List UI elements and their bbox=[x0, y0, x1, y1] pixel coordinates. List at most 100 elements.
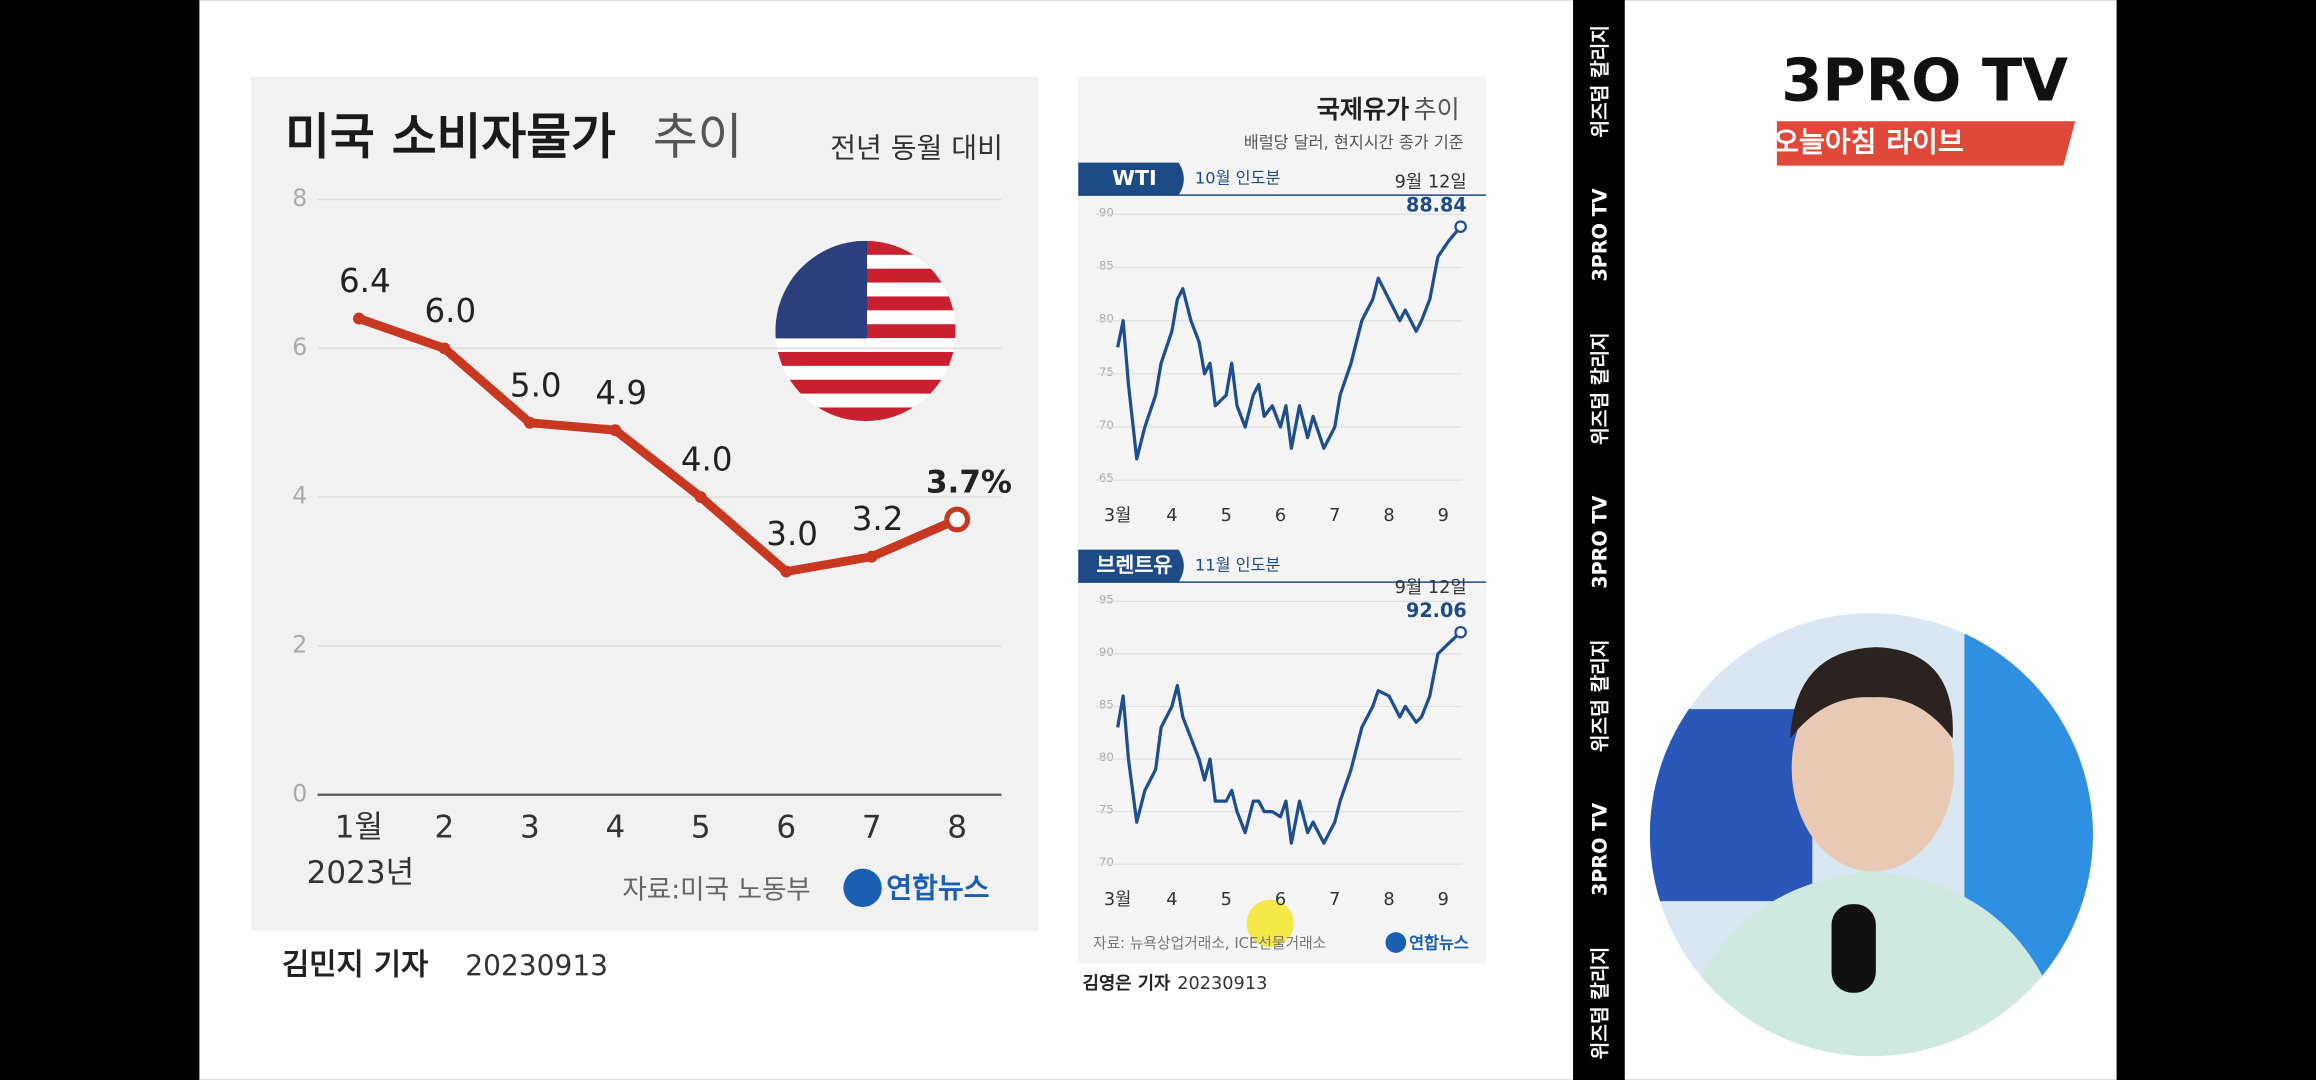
value-label: 6.0 bbox=[424, 292, 476, 330]
program-name: 오늘아침 라이브 bbox=[1773, 125, 1963, 158]
series-tab bbox=[1078, 162, 1184, 196]
source: 자료: 뉴욕상업거래소, ICE선물거래소 bbox=[1093, 935, 1326, 952]
x-tick-label: 3월 bbox=[1104, 889, 1132, 910]
x-tick-label: 2 bbox=[435, 809, 455, 845]
source: 자료:미국 노동부 bbox=[622, 874, 811, 905]
point bbox=[780, 565, 793, 578]
value-label: 3.7% bbox=[926, 465, 1012, 501]
point bbox=[865, 550, 878, 563]
y-tick-label: 75 bbox=[1099, 365, 1114, 379]
value-label: 4.9 bbox=[595, 374, 647, 412]
side-banner-text: 위즈덤 칼리지 bbox=[1589, 947, 1612, 1060]
value-label: 6.4 bbox=[339, 262, 391, 300]
x-tick-label: 7 bbox=[1329, 506, 1340, 526]
y-tick-label: 95 bbox=[1099, 592, 1114, 606]
end-date: 9월 12일 bbox=[1395, 171, 1467, 192]
y-tick-label: 70 bbox=[1099, 855, 1114, 869]
y-tick-label: 4 bbox=[292, 482, 307, 510]
reporter: 김민지 기자 bbox=[282, 948, 428, 982]
camera-view bbox=[1649, 613, 2093, 1057]
x-tick-label: 9 bbox=[1438, 506, 1449, 526]
channel-logo: 3PRO TV bbox=[1781, 45, 2068, 114]
side-banner-text: 3PRO TV bbox=[1589, 496, 1612, 589]
x-tick-label: 6 bbox=[776, 809, 796, 845]
end-value-label: 88.84 bbox=[1406, 193, 1467, 216]
x-tick-label: 4 bbox=[1166, 890, 1177, 910]
side-banner-text: 3PRO TV bbox=[1589, 188, 1612, 281]
chart-subtitle: 배럴당 달러, 현지시간 종가 기준 bbox=[1244, 133, 1464, 152]
x-tick-label: 6 bbox=[1275, 890, 1286, 910]
y-tick-label: 75 bbox=[1099, 803, 1114, 817]
cursor-highlight bbox=[1246, 899, 1294, 947]
point bbox=[438, 342, 451, 355]
y-tick-label: 85 bbox=[1099, 259, 1114, 273]
logo: 연합뉴스 bbox=[1409, 933, 1469, 952]
y-tick-label: 8 bbox=[292, 184, 307, 212]
cpi-panel bbox=[251, 76, 1039, 931]
y-tick-label: 90 bbox=[1099, 645, 1114, 659]
side-strip bbox=[1577, 0, 1622, 1080]
price-line bbox=[1116, 630, 1462, 845]
side-banner-text: 위즈덤 칼리지 bbox=[1589, 25, 1612, 138]
value-label: 5.0 bbox=[510, 366, 562, 404]
x-tick-label: 8 bbox=[1383, 506, 1394, 526]
x-tick-label: 3월 bbox=[1104, 505, 1132, 526]
y-tick-label: 80 bbox=[1099, 312, 1114, 326]
series-label: 브렌트유 bbox=[1096, 553, 1172, 577]
value-label: 3.0 bbox=[766, 515, 818, 553]
end-marker bbox=[1454, 220, 1467, 233]
y-tick-label: 0 bbox=[292, 779, 307, 807]
point bbox=[353, 312, 365, 325]
chart-title: 국제유가 bbox=[1317, 95, 1409, 124]
x-tick-label: 5 bbox=[1221, 506, 1232, 526]
x-tick-label: 8 bbox=[947, 809, 967, 845]
logo-icon bbox=[843, 868, 882, 908]
program-banner bbox=[1776, 121, 2076, 166]
x-tick-label: 7 bbox=[862, 809, 882, 845]
point bbox=[694, 491, 707, 504]
end-marker bbox=[944, 506, 971, 533]
y-tick-label: 70 bbox=[1099, 418, 1114, 432]
series-tab bbox=[1078, 549, 1184, 583]
y-tick-label: 65 bbox=[1099, 471, 1114, 485]
date: 20230913 bbox=[465, 950, 608, 983]
end-marker bbox=[1454, 625, 1467, 639]
side-banner-text: 위즈덤 칼리지 bbox=[1589, 332, 1612, 445]
contract: 11월 인도분 bbox=[1195, 555, 1281, 574]
y-tick-label: 90 bbox=[1099, 205, 1114, 219]
x-tick-label: 5 bbox=[691, 809, 711, 845]
price-line bbox=[1116, 225, 1462, 461]
cpi-line bbox=[357, 314, 959, 577]
y-tick-label: 85 bbox=[1099, 697, 1114, 711]
point bbox=[609, 424, 622, 437]
x-tick-label: 3 bbox=[520, 809, 540, 845]
x-tick-label: 4 bbox=[605, 809, 625, 845]
y-tick-label: 80 bbox=[1099, 750, 1114, 764]
date: 20230913 bbox=[1177, 974, 1267, 994]
x-tick-label: 8 bbox=[1383, 890, 1394, 910]
x-tick-label: 9 bbox=[1438, 890, 1449, 910]
value-label: 3.2 bbox=[852, 500, 904, 538]
x-tick-label: 1월 bbox=[335, 809, 383, 845]
us-flag bbox=[775, 240, 956, 422]
x-tick-label: 5 bbox=[1221, 890, 1232, 910]
value-label: 4.0 bbox=[681, 441, 733, 479]
chart-subtitle: 전년 동월 대비 bbox=[830, 131, 1003, 164]
point bbox=[523, 416, 536, 429]
side-banner-text: 3PRO TV bbox=[1589, 803, 1612, 896]
logo: 연합뉴스 bbox=[886, 871, 989, 904]
logo-icon bbox=[1385, 932, 1407, 953]
x-sublabel: 2023년 bbox=[307, 855, 414, 891]
x-tick-label: 4 bbox=[1166, 506, 1177, 526]
chart-title-suffix: 추이 bbox=[1414, 95, 1460, 124]
chart-title-suffix: 추이 bbox=[653, 109, 743, 165]
reporter: 김영은 기자 bbox=[1083, 973, 1171, 994]
y-tick-label: 6 bbox=[292, 333, 307, 361]
x-tick-label: 7 bbox=[1329, 890, 1340, 910]
x-tick-label: 6 bbox=[1275, 506, 1286, 526]
end-date: 9월 12일 bbox=[1395, 577, 1467, 598]
series-label: WTI bbox=[1112, 166, 1157, 190]
side-banner-text: 위즈덤 칼리지 bbox=[1589, 640, 1612, 753]
